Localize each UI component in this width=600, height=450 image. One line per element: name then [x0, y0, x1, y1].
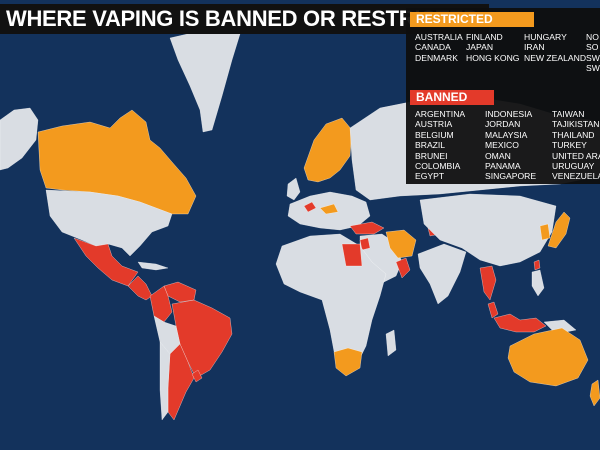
region-india [417, 243, 467, 305]
banned-country: OMAN [485, 150, 511, 161]
banned-country: PANAMA [485, 161, 521, 172]
banned-country: THAILAND [552, 129, 595, 140]
restricted-country: AUSTRALIA [415, 32, 463, 42]
banned-country: EGYPT [415, 171, 445, 182]
banned-country: BRAZIL [415, 140, 446, 151]
restricted-country: SW [586, 63, 600, 74]
banned-country: MEXICO [485, 140, 519, 151]
region-egypt [341, 243, 363, 267]
region-thailand [479, 265, 497, 301]
region-new-zealand [589, 379, 600, 407]
restricted-country: FINLAND [466, 32, 503, 42]
region-uae-oman [395, 257, 411, 279]
region-uk [286, 177, 301, 201]
region-australia [507, 327, 589, 387]
region-usa [45, 189, 173, 257]
banned-country: VENEZUELA [552, 171, 600, 182]
region-cuba [137, 261, 169, 271]
restricted-country: DENMARK [415, 52, 458, 63]
region-turkey [349, 221, 385, 235]
region-japan [547, 211, 571, 249]
region-madagascar [385, 329, 397, 357]
restricted-country: IRAN [524, 42, 545, 53]
restricted-column-1: AUSTRALIA CANADA DENMARK [415, 32, 463, 63]
restricted-column-4: NO SO SW SW [586, 32, 600, 74]
banned-country: UNITED ARA [552, 150, 600, 161]
region-scandinavia [303, 117, 353, 183]
region-malaysia [487, 301, 499, 319]
banned-country: COLOMBIA [415, 161, 461, 172]
region-canada [37, 109, 197, 215]
banned-country: AUSTRIA [415, 119, 453, 130]
region-jordan [359, 237, 371, 251]
region-indonesia [493, 313, 547, 333]
region-chile [159, 341, 171, 421]
banned-column-3: TAIWAN TAJIKISTAN THAILAND TURKEY UNITED… [552, 109, 600, 182]
banned-column-1: ARGENTINA AUSTRIA BELGIUM BRAZIL BRUNEI … [415, 109, 465, 182]
region-philippines [531, 269, 545, 297]
legend-box: RESTRICTED AUSTRALIA CANADA DENMARK FINL… [406, 8, 600, 184]
legend-heading-banned: BANNED [410, 90, 494, 105]
banned-country: TAIWAN [552, 109, 585, 119]
region-western-europe-banned [303, 201, 317, 213]
region-south-africa [333, 347, 363, 377]
banned-country: BRUNEI [415, 150, 448, 161]
restricted-country: CANADA [415, 42, 451, 53]
region-mexico [73, 237, 139, 287]
restricted-country: HUNGARY [524, 32, 567, 42]
region-iran [385, 229, 417, 259]
restricted-column-3: HUNGARY IRAN NEW ZEALAND [524, 32, 586, 63]
restricted-column-2: FINLAND JAPAN HONG KONG [466, 32, 519, 63]
restricted-country: JAPAN [466, 42, 494, 53]
banned-country: URUGUAY [552, 161, 595, 172]
restricted-country: SW [586, 52, 600, 63]
restricted-country: HONG KONG [466, 52, 520, 63]
banned-country: TURKEY [552, 140, 587, 151]
banned-country: ARGENTINA [415, 109, 466, 119]
region-taiwan [533, 259, 541, 271]
region-hungary [319, 203, 339, 215]
banned-country: TAJIKISTAN [552, 119, 600, 130]
banned-country: SINGAPORE [485, 171, 537, 182]
restricted-country: NEW ZEALAND [524, 52, 587, 63]
restricted-country: NO [586, 32, 599, 42]
banned-country: MALAYSIA [485, 129, 528, 140]
legend-heading-restricted: RESTRICTED [410, 12, 534, 27]
banned-column-2: INDONESIA JORDAN MALAYSIA MEXICO OMAN PA… [485, 109, 536, 182]
region-uruguay [191, 369, 203, 383]
banned-country: JORDAN [485, 119, 521, 130]
region-china [419, 193, 557, 267]
restricted-country: SO [586, 42, 599, 53]
banned-country: INDONESIA [485, 109, 533, 119]
banned-country: BELGIUM [415, 129, 454, 140]
region-alaska [0, 107, 39, 171]
region-korea [539, 223, 551, 241]
